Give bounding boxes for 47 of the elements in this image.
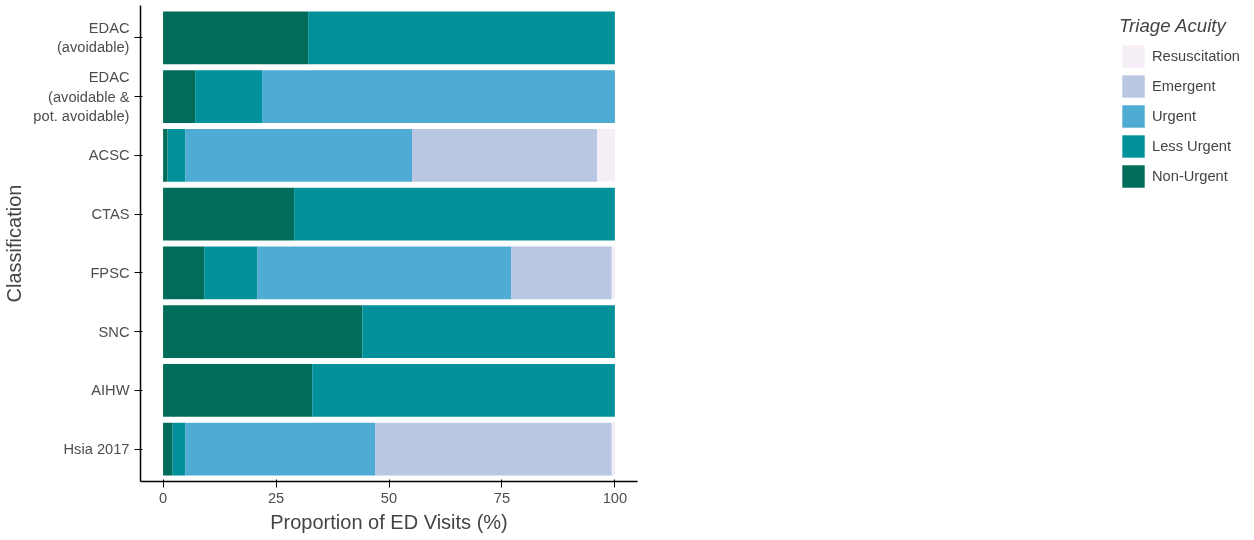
bar <box>597 128 615 182</box>
bar <box>511 246 612 300</box>
bar <box>167 128 186 182</box>
bar <box>163 305 363 359</box>
x-tick-label: 50 <box>380 489 398 506</box>
bar <box>412 128 598 182</box>
bar <box>163 11 309 65</box>
bar <box>611 246 615 300</box>
y-tick-label: EDAC (avoidable & pot. avoidable) <box>33 69 130 124</box>
x-tick-label: 25 <box>267 489 285 506</box>
bar <box>257 246 512 300</box>
bar <box>163 246 205 300</box>
legend-label: Non-Urgent <box>1152 168 1228 184</box>
x-tick-label: 75 <box>493 489 511 506</box>
x-tick-label: 100 <box>602 489 628 506</box>
x-tick-label: 0 <box>159 489 168 506</box>
y-tick-label: Hsia 2017 <box>63 441 130 458</box>
bar <box>163 128 168 182</box>
y-tick-label: AIHW <box>91 382 130 399</box>
bar <box>262 70 615 124</box>
y-tick-label: FPSC <box>90 264 130 281</box>
y-tick-label: CTAS <box>91 206 130 223</box>
bar <box>195 70 263 124</box>
bar <box>185 128 413 182</box>
x-axis-title: Proportion of ED Visits (%) <box>270 510 508 533</box>
bar <box>163 70 196 124</box>
bar <box>185 422 376 476</box>
bar <box>312 363 615 417</box>
bar <box>163 363 313 417</box>
bar <box>308 11 615 65</box>
y-tick-label: EDAC (avoidable) <box>56 20 130 56</box>
legend-label: Less Urgent <box>1152 138 1232 154</box>
legend-label: Urgent <box>1152 108 1197 124</box>
bar <box>204 246 258 300</box>
legend-label: Resuscitation <box>1152 48 1240 64</box>
legend-title: Triage Acuity <box>1119 15 1228 37</box>
bar <box>294 187 615 241</box>
y-tick-label: ACSC <box>88 147 130 164</box>
bar <box>163 422 173 476</box>
y-tick-label: SNC <box>98 323 130 340</box>
legend-label: Emergent <box>1152 78 1216 94</box>
bar <box>611 422 615 476</box>
bar <box>163 187 295 241</box>
bar <box>362 305 615 359</box>
y-axis-title: Classification <box>3 184 26 303</box>
bar <box>375 422 612 476</box>
bar <box>172 422 186 476</box>
